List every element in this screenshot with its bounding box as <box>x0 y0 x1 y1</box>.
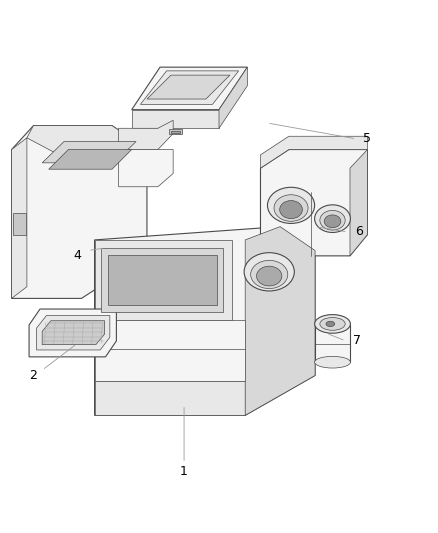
Polygon shape <box>261 150 367 256</box>
Polygon shape <box>95 240 232 320</box>
Ellipse shape <box>257 266 282 286</box>
Ellipse shape <box>314 205 350 232</box>
Text: 7: 7 <box>353 334 360 348</box>
Ellipse shape <box>268 187 314 223</box>
Text: 4: 4 <box>73 249 81 262</box>
Polygon shape <box>132 110 219 128</box>
Polygon shape <box>12 138 27 298</box>
Ellipse shape <box>324 215 341 228</box>
Ellipse shape <box>251 261 288 288</box>
Text: 1: 1 <box>180 465 188 478</box>
Polygon shape <box>95 381 245 415</box>
Ellipse shape <box>320 318 345 330</box>
Polygon shape <box>350 150 367 256</box>
Polygon shape <box>95 320 245 381</box>
Polygon shape <box>101 248 223 312</box>
Polygon shape <box>315 325 350 362</box>
Polygon shape <box>108 255 217 305</box>
Polygon shape <box>36 316 110 350</box>
Text: 6: 6 <box>355 225 363 238</box>
Polygon shape <box>147 75 230 99</box>
Ellipse shape <box>314 357 350 368</box>
Ellipse shape <box>244 253 294 291</box>
Polygon shape <box>29 309 117 357</box>
Polygon shape <box>42 142 136 163</box>
Polygon shape <box>12 126 147 298</box>
Polygon shape <box>27 126 147 158</box>
Polygon shape <box>42 321 105 345</box>
Text: 5: 5 <box>364 132 371 146</box>
Polygon shape <box>13 213 26 235</box>
Ellipse shape <box>320 211 345 230</box>
Polygon shape <box>171 131 180 133</box>
Polygon shape <box>261 136 367 168</box>
Ellipse shape <box>280 200 302 219</box>
Polygon shape <box>141 71 239 104</box>
Ellipse shape <box>314 314 350 333</box>
Polygon shape <box>119 150 173 187</box>
Polygon shape <box>169 130 182 134</box>
Text: 2: 2 <box>29 369 37 382</box>
Polygon shape <box>219 67 247 128</box>
Ellipse shape <box>326 321 335 327</box>
Ellipse shape <box>274 195 308 221</box>
Polygon shape <box>132 67 247 110</box>
Polygon shape <box>245 227 315 415</box>
Polygon shape <box>49 150 132 169</box>
Polygon shape <box>119 120 173 150</box>
Polygon shape <box>95 227 315 415</box>
